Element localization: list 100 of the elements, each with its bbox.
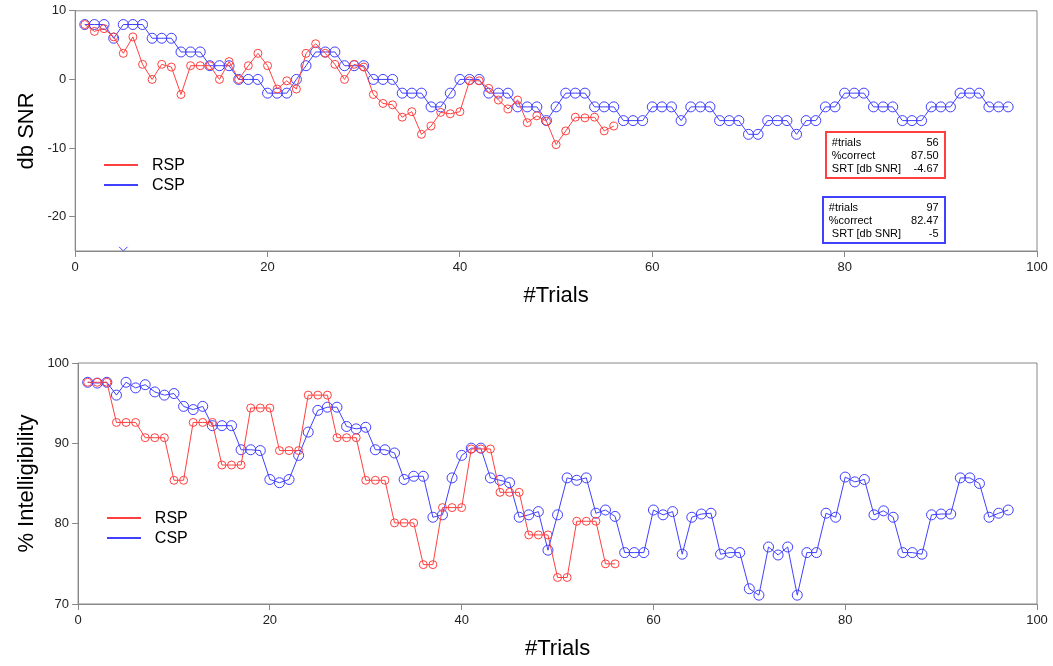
x-tick-label: 40: [452, 259, 468, 275]
point: [600, 559, 610, 569]
x-tick-label: 80: [837, 612, 853, 628]
y-tick-label: 10: [51, 2, 67, 18]
point: [111, 417, 121, 427]
point: [493, 95, 503, 105]
x-tick-label: 60: [645, 259, 660, 275]
point: [236, 460, 246, 470]
point: [457, 503, 467, 513]
point: [282, 76, 292, 86]
y-tick-label: 80: [54, 515, 70, 531]
x-axis-title: #Trials: [523, 281, 589, 307]
point: [533, 530, 543, 540]
point: [436, 107, 446, 117]
x-tick-label: 20: [262, 612, 278, 628]
point: [263, 61, 273, 71]
point: [378, 98, 388, 108]
point: [303, 390, 313, 400]
x-tick-label: 80: [837, 259, 852, 275]
point: [138, 59, 148, 69]
point: [301, 48, 311, 58]
point: [131, 417, 141, 427]
point: [246, 403, 256, 413]
x-tick-label: 100: [1026, 259, 1048, 275]
point: [128, 32, 138, 42]
point: [118, 48, 128, 58]
point: [176, 90, 186, 100]
point: [532, 111, 542, 121]
point: [495, 487, 505, 497]
point: [207, 417, 217, 427]
y-tick-label: 90: [54, 434, 70, 450]
point: [570, 112, 580, 122]
point: [561, 126, 571, 136]
point: [284, 446, 294, 456]
y-tick-label: -20: [47, 208, 67, 224]
point: [437, 503, 447, 513]
point: [562, 572, 572, 582]
point: [227, 460, 237, 470]
point: [274, 446, 284, 456]
point: [255, 403, 265, 413]
point: [590, 112, 600, 122]
point: [503, 104, 513, 114]
point: [370, 475, 380, 485]
point: [514, 487, 524, 497]
point: [140, 433, 150, 443]
point: [265, 403, 275, 413]
point: [445, 109, 455, 119]
point: [169, 475, 179, 485]
point: [484, 83, 494, 93]
x-tick-label: 60: [646, 612, 661, 628]
point: [505, 487, 515, 497]
point: [147, 74, 157, 84]
point: [380, 475, 390, 485]
legend-label: RSP: [154, 508, 188, 527]
point: [522, 118, 532, 128]
point: [322, 390, 332, 400]
point: [332, 433, 342, 443]
point: [291, 84, 301, 94]
point: [195, 61, 205, 71]
point: [447, 503, 457, 513]
point: [428, 560, 438, 570]
text: #trials 97 %correct 82.47 SRT [db SNR] -5: [828, 200, 939, 239]
y-tick-label: 0: [58, 71, 67, 87]
point: [89, 26, 99, 36]
point: [311, 39, 321, 49]
point: [543, 530, 553, 540]
point: [157, 59, 167, 69]
x-tick-label: 40: [454, 612, 469, 628]
x-tick-label: 20: [260, 259, 275, 275]
point: [609, 121, 619, 131]
y-axis-title: db SNR: [13, 92, 39, 170]
point: [610, 559, 620, 569]
point: [150, 433, 160, 443]
point: [416, 129, 426, 139]
point: [599, 126, 609, 136]
legend-label: CSP: [154, 528, 188, 547]
point: [455, 107, 465, 117]
point: [388, 100, 398, 110]
point: [313, 390, 323, 400]
point: [214, 74, 224, 84]
x-tick-label: 100: [1026, 612, 1048, 628]
legend-label: RSP: [152, 155, 185, 174]
point: [361, 475, 371, 485]
point: [485, 444, 495, 454]
point: [368, 90, 378, 100]
point: [591, 516, 601, 526]
x-axis-title: #Trials: [524, 634, 591, 660]
point: [409, 518, 419, 528]
point: [553, 572, 563, 582]
point: [179, 475, 189, 485]
point: [159, 433, 169, 443]
point: [121, 417, 131, 427]
point: [581, 516, 591, 526]
point: [580, 113, 590, 123]
point: [342, 433, 352, 443]
point: [524, 530, 534, 540]
point: [340, 74, 349, 84]
point: [551, 140, 561, 150]
point: [188, 417, 198, 427]
x-tick-label: 0: [74, 612, 82, 628]
